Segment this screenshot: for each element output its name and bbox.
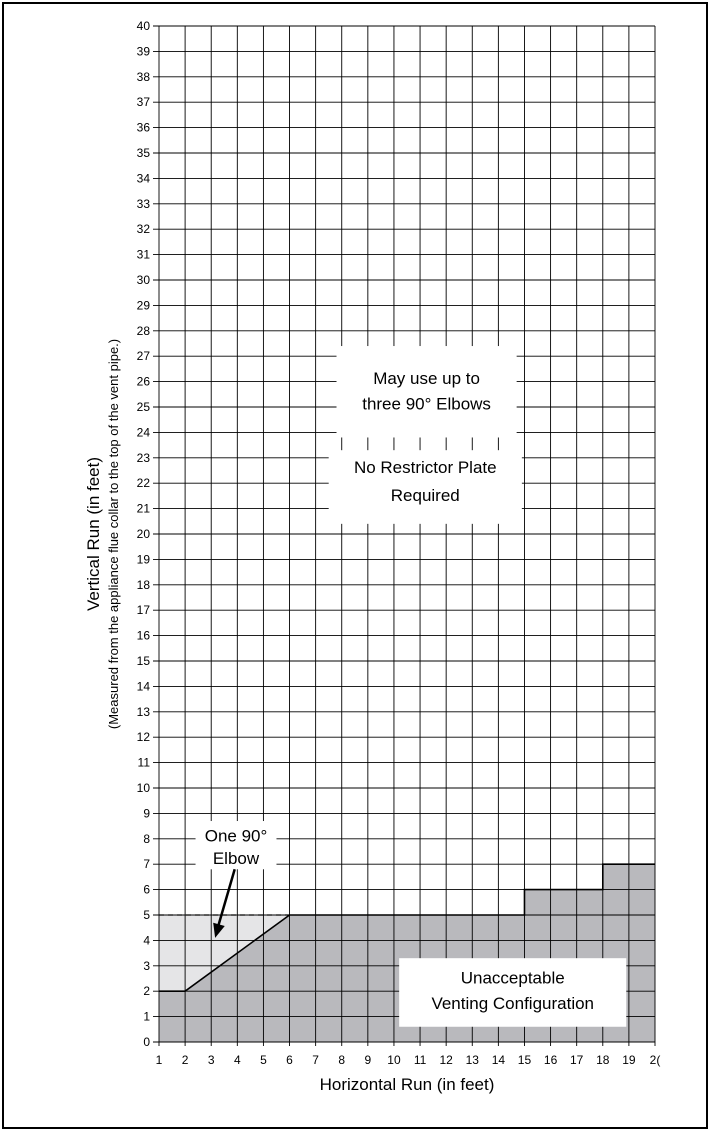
- x-tick-label: 2: [182, 1053, 189, 1067]
- x-tick-label: 8: [338, 1053, 345, 1067]
- elbows-note-line1: May use up to: [373, 369, 480, 388]
- y-tick-label: 34: [137, 171, 151, 185]
- one-elbow-arrow-head: [213, 922, 225, 938]
- x-tick-label: 6: [286, 1053, 293, 1067]
- y-tick-label: 10: [137, 781, 151, 795]
- y-tick-label: 12: [137, 730, 151, 744]
- elbows-note-box: [336, 346, 517, 438]
- x-tick-label: 3: [208, 1053, 215, 1067]
- y-tick-label: 29: [137, 298, 151, 312]
- y-tick-label: 19: [137, 552, 151, 566]
- y-tick-label: 1: [143, 1010, 150, 1024]
- x-ticks: 1 2 3 4 5 6 7 8 9 10 11 12 13 14 15 16 17 18 19 2(: [156, 1053, 661, 1067]
- unacceptable-boundary: [159, 863, 655, 993]
- y-tick-label: 7: [143, 857, 150, 871]
- boundary-lines: [159, 863, 655, 993]
- unacceptable-line2: Venting Configuration: [431, 994, 594, 1013]
- x-axis-label: Horizontal Run (in feet): [320, 1075, 495, 1094]
- unacceptable-line1: Unacceptable: [461, 969, 565, 988]
- y-tick-label: 21: [137, 502, 151, 516]
- x-tick-label: 5: [260, 1053, 267, 1067]
- y-tick-label: 14: [137, 679, 151, 693]
- x-tick-label: 4: [234, 1053, 241, 1067]
- y-tick-label: 0: [143, 1035, 150, 1049]
- x-tick-label: 19: [622, 1053, 636, 1067]
- x-tick-label: 16: [544, 1053, 558, 1067]
- one-elbow-region: [159, 915, 290, 992]
- restrictor-note-line1: No Restrictor Plate: [354, 458, 497, 477]
- x-tick-label: 11: [414, 1053, 427, 1067]
- unacceptable-box: [399, 958, 627, 1027]
- x-tick-label: 15: [518, 1053, 532, 1067]
- y-tick-label: 25: [137, 400, 151, 414]
- y-tick-label: 24: [137, 425, 151, 439]
- restrictor-note-box: [328, 450, 522, 524]
- y-tick-label: 38: [137, 70, 151, 84]
- one-elbow-arrow-line: [215, 868, 236, 931]
- x-tick-label: 2(: [650, 1053, 661, 1067]
- y-axis-label: Vertical Run (in feet): [84, 457, 103, 611]
- x-tick-label: 9: [364, 1053, 371, 1067]
- y-tick-label: 17: [137, 603, 151, 617]
- x-tick-label: 14: [492, 1053, 506, 1067]
- y-tick-label: 36: [137, 121, 151, 135]
- y-tick-label: 37: [137, 95, 151, 109]
- y-tick-label: 6: [143, 883, 150, 897]
- y-tick-label: 13: [137, 705, 151, 719]
- one-elbow-label-line2: Elbow: [213, 849, 260, 868]
- y-tick-label: 3: [143, 959, 150, 973]
- y-tick-label: 15: [137, 654, 151, 668]
- x-tick-label: 18: [596, 1053, 610, 1067]
- y-tick-label: 35: [137, 146, 151, 160]
- x-tick-label: 7: [312, 1053, 319, 1067]
- y-tick-label: 5: [143, 908, 150, 922]
- y-ticks: 0123456789101112131415161718192021222324…: [137, 19, 151, 1049]
- y-tick-label: 26: [137, 375, 151, 389]
- one-elbow-label-box: [195, 821, 277, 870]
- x-tick-label: 12: [439, 1053, 453, 1067]
- x-tick-label: 1: [156, 1053, 163, 1067]
- y-tick-label: 39: [137, 44, 151, 58]
- y-tick-label: 2: [143, 984, 150, 998]
- x-tick-label: 10: [387, 1053, 401, 1067]
- y-tick-label: 30: [137, 273, 151, 287]
- y-tick-label: 22: [137, 476, 151, 490]
- y-tick-label: 32: [137, 222, 151, 236]
- y-tick-label: 8: [143, 832, 150, 846]
- y-tick-label: 4: [143, 933, 150, 947]
- y-tick-label: 28: [137, 324, 151, 338]
- y-tick-label: 27: [137, 349, 151, 363]
- y-tick-label: 9: [143, 806, 150, 820]
- y-tick-label: 31: [137, 248, 151, 262]
- y-tick-label: 18: [137, 578, 151, 592]
- x-tick-label: 13: [466, 1053, 480, 1067]
- restrictor-note-line2: Required: [391, 486, 460, 505]
- y-tick-label: 16: [137, 629, 151, 643]
- y-tick-label: 20: [137, 527, 151, 541]
- elbows-note-line2: three 90° Elbows: [362, 395, 491, 414]
- y-tick-label: 40: [137, 19, 151, 33]
- y-axis-sublabel: (Measured from the appliance flue collar…: [106, 339, 121, 729]
- y-tick-label: 11: [138, 756, 151, 770]
- one-elbow-label-line1: One 90°: [205, 826, 268, 845]
- y-tick-label: 33: [137, 197, 151, 211]
- y-tick-label: 23: [137, 451, 151, 465]
- x-tick-label: 17: [570, 1053, 584, 1067]
- grid-lines: [153, 25, 656, 1046]
